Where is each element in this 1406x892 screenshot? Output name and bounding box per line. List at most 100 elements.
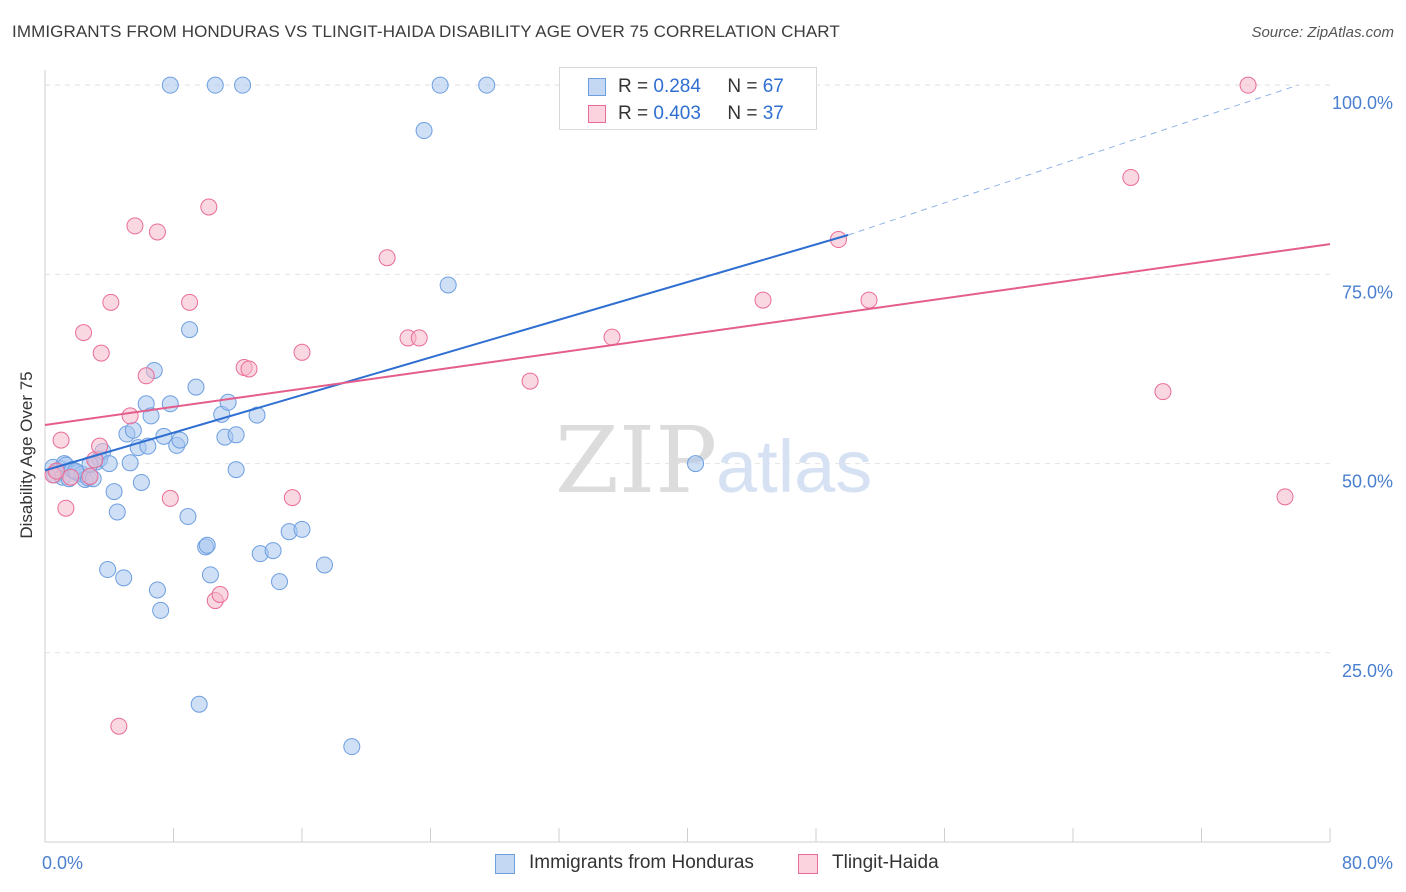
point-honduras xyxy=(234,76,252,94)
n-label: N = xyxy=(727,103,758,124)
point-honduras xyxy=(293,520,311,538)
correlation-legend: R = 0.284 N = 67 R = 0.403 N = 37 xyxy=(559,67,817,130)
point-honduras xyxy=(227,426,245,444)
point-honduras xyxy=(190,695,208,713)
point-tlingit xyxy=(378,249,396,267)
point-honduras xyxy=(161,76,179,94)
point-honduras xyxy=(478,76,496,94)
point-honduras xyxy=(227,461,245,479)
point-tlingit xyxy=(240,360,258,378)
point-tlingit xyxy=(81,467,99,485)
y-axis-title: Disability Age Over 75 xyxy=(17,371,36,539)
n-label: N = xyxy=(727,76,758,97)
r-label: R = xyxy=(618,103,649,124)
point-honduras xyxy=(315,556,333,574)
point-honduras xyxy=(219,393,237,411)
data-points xyxy=(44,76,1294,756)
legend-label: Tlingit-Haida xyxy=(832,852,939,873)
swatch-tlingit xyxy=(588,105,606,123)
r-label: R = xyxy=(618,76,649,97)
point-tlingit xyxy=(521,372,539,390)
y-tick-label: 50.0% xyxy=(1342,472,1393,492)
point-tlingit xyxy=(283,489,301,507)
x-tick-label: 80.0% xyxy=(1342,853,1393,873)
point-honduras xyxy=(248,406,266,424)
n-value: 67 xyxy=(762,76,784,97)
point-tlingit xyxy=(92,344,110,362)
point-honduras xyxy=(264,542,282,560)
point-honduras xyxy=(439,276,457,294)
point-tlingit xyxy=(126,217,144,235)
swatch-honduras xyxy=(588,78,606,96)
point-tlingit xyxy=(47,462,65,480)
point-tlingit xyxy=(860,291,878,309)
point-honduras xyxy=(687,455,705,473)
point-honduras xyxy=(148,581,166,599)
watermark: ZIP atlas xyxy=(555,407,872,514)
point-honduras xyxy=(271,573,289,591)
point-honduras xyxy=(152,601,170,619)
point-honduras xyxy=(187,378,205,396)
point-honduras xyxy=(161,395,179,413)
point-tlingit xyxy=(137,367,155,385)
y-tick-label: 100.0% xyxy=(1332,93,1393,113)
point-tlingit xyxy=(75,324,93,342)
point-tlingit xyxy=(161,489,179,507)
point-tlingit xyxy=(603,328,621,346)
trend-lines xyxy=(44,84,1331,472)
point-honduras xyxy=(100,455,118,473)
point-tlingit xyxy=(102,293,120,311)
legend-label: Immigrants from Honduras xyxy=(529,852,754,873)
point-honduras xyxy=(142,407,160,425)
point-tlingit xyxy=(1239,76,1257,94)
y-tick-label: 25.0% xyxy=(1342,661,1393,681)
y-tick-label: 75.0% xyxy=(1342,282,1393,302)
point-honduras xyxy=(99,561,117,579)
swatch-honduras xyxy=(495,854,515,874)
point-honduras xyxy=(181,321,199,339)
n-value: 37 xyxy=(762,103,784,124)
point-honduras xyxy=(124,421,142,439)
point-honduras xyxy=(179,508,197,526)
point-honduras xyxy=(198,536,216,554)
point-honduras xyxy=(105,483,123,501)
point-honduras xyxy=(121,454,139,472)
series-legend: Immigrants from Honduras Tlingit-Haida xyxy=(0,852,1406,878)
point-tlingit xyxy=(121,407,139,425)
point-honduras xyxy=(115,569,133,587)
point-tlingit xyxy=(62,468,80,486)
point-tlingit xyxy=(410,329,428,347)
point-tlingit xyxy=(52,431,70,449)
tick-labels: 25.0% 50.0% 75.0% 100.0% 0.0% 80.0% xyxy=(42,93,1393,873)
point-honduras xyxy=(132,473,150,491)
r-value: 0.403 xyxy=(653,103,701,124)
trend-line-honduras xyxy=(44,234,849,472)
point-honduras xyxy=(206,76,224,94)
point-tlingit xyxy=(200,198,218,216)
point-tlingit xyxy=(211,586,229,604)
point-honduras xyxy=(343,738,361,756)
point-tlingit xyxy=(57,499,75,517)
point-honduras xyxy=(431,76,449,94)
swatch-tlingit xyxy=(798,854,818,874)
point-tlingit xyxy=(1276,488,1294,506)
r-value: 0.284 xyxy=(653,76,701,97)
watermark-atlas: atlas xyxy=(716,425,872,508)
x-tick-label: 0.0% xyxy=(42,853,83,873)
chart-title: IMMIGRANTS FROM HONDURAS VS TLINGIT-HAID… xyxy=(12,22,840,41)
point-tlingit xyxy=(148,223,166,241)
point-honduras xyxy=(171,431,189,449)
trend-line-tlingit xyxy=(44,243,1331,426)
point-honduras xyxy=(201,566,219,584)
point-honduras xyxy=(108,503,126,521)
point-tlingit xyxy=(754,291,772,309)
point-tlingit xyxy=(181,293,199,311)
axes xyxy=(44,70,1331,843)
source-label: Source: ZipAtlas.com xyxy=(1251,24,1394,41)
trend-extension-honduras xyxy=(847,84,1299,236)
point-tlingit xyxy=(1122,168,1140,186)
point-tlingit xyxy=(293,343,311,361)
point-honduras xyxy=(415,122,433,140)
point-tlingit xyxy=(110,717,128,735)
